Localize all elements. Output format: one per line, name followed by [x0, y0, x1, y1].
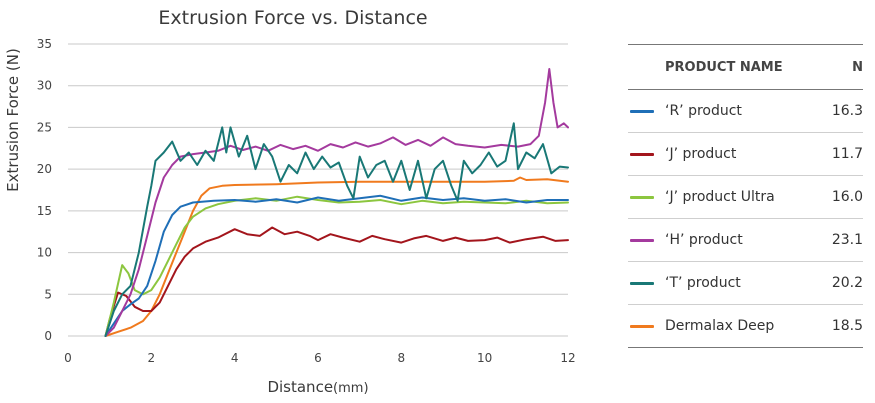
- x-tick-label: 2: [148, 351, 156, 365]
- legend-swatch: [630, 238, 654, 242]
- x-axis-label-text: Distance: [267, 378, 333, 396]
- series-line-2: [104, 195, 569, 337]
- legend-series-n: 23.1: [831, 232, 863, 248]
- legend-series-n: 11.7: [831, 146, 863, 162]
- legend-row: ‘R’ product 16.3: [628, 90, 863, 133]
- x-tick-label: 10: [477, 351, 492, 365]
- legend-header: PRODUCT NAME N: [628, 44, 863, 90]
- series-lines: [104, 68, 569, 337]
- legend-series-n: 20.2: [831, 275, 863, 291]
- chart-title: Extrusion Force vs. Distance: [158, 7, 427, 29]
- legend-row: ‘T’ product 20.2: [628, 262, 863, 305]
- legend-table: PRODUCT NAME N ‘R’ product 16.3 ‘J’ produc…: [628, 44, 863, 348]
- legend-swatch: [630, 281, 654, 285]
- legend-series-name: ‘J’ product: [665, 146, 737, 162]
- y-tick-label: 15: [37, 204, 52, 218]
- y-tick-label: 5: [44, 287, 52, 301]
- series-line-1: [104, 226, 569, 337]
- x-tick-label: 4: [231, 351, 239, 365]
- series-line-4: [104, 122, 569, 337]
- y-tick-label: 30: [37, 79, 52, 93]
- legend-series-name: ‘R’ product: [665, 103, 742, 119]
- legend-series-name: Dermalax Deep: [665, 318, 775, 334]
- legend-row: ‘H’ product 23.1: [628, 219, 863, 262]
- series-line-0: [104, 194, 569, 337]
- y-tick-label: 35: [37, 37, 52, 51]
- legend-series-name: ‘H’ product: [665, 232, 743, 248]
- y-axis-label: Extrusion Force (N): [4, 48, 22, 192]
- legend-header-name: PRODUCT NAME: [665, 59, 783, 75]
- legend-series-name: ‘T’ product: [665, 275, 741, 291]
- y-tick-label: 0: [44, 329, 52, 343]
- gridlines: [68, 43, 568, 337]
- series-line-3: [104, 68, 569, 337]
- y-tick-label: 25: [37, 120, 52, 134]
- legend-swatch: [630, 195, 654, 199]
- legend-swatch: [630, 324, 654, 328]
- x-tick-label: 12: [560, 351, 575, 365]
- legend-rows: ‘R’ product 16.3 ‘J’ product 11.7 ‘J’ produc…: [628, 90, 863, 348]
- legend-series-name: ‘J’ product Ultra: [665, 189, 775, 205]
- legend-swatch: [630, 109, 654, 113]
- legend-series-n: 18.5: [831, 318, 863, 334]
- legend-swatch: [630, 152, 654, 156]
- y-tick-label: 10: [37, 246, 52, 260]
- legend-row: ‘J’ product Ultra 16.0: [628, 176, 863, 219]
- legend-row: ‘J’ product 11.7: [628, 133, 863, 176]
- x-tick-label: 0: [64, 351, 72, 365]
- x-axis-label-unit: (mm): [333, 381, 368, 396]
- y-tick-label: 20: [37, 162, 52, 176]
- x-axis-label: Distance(mm): [267, 378, 368, 396]
- legend-header-n: N: [852, 59, 863, 75]
- x-tick-label: 8: [398, 351, 406, 365]
- x-axis-ticks: 0 2 4 6 8 10 12: [64, 351, 575, 365]
- legend-row: Dermalax Deep 18.5: [628, 305, 863, 348]
- legend-series-n: 16.0: [831, 189, 863, 205]
- y-axis-ticks: 0 5 10 15 20 25 30 35: [37, 37, 52, 343]
- legend-series-n: 16.3: [831, 103, 863, 119]
- x-tick-label: 6: [314, 351, 322, 365]
